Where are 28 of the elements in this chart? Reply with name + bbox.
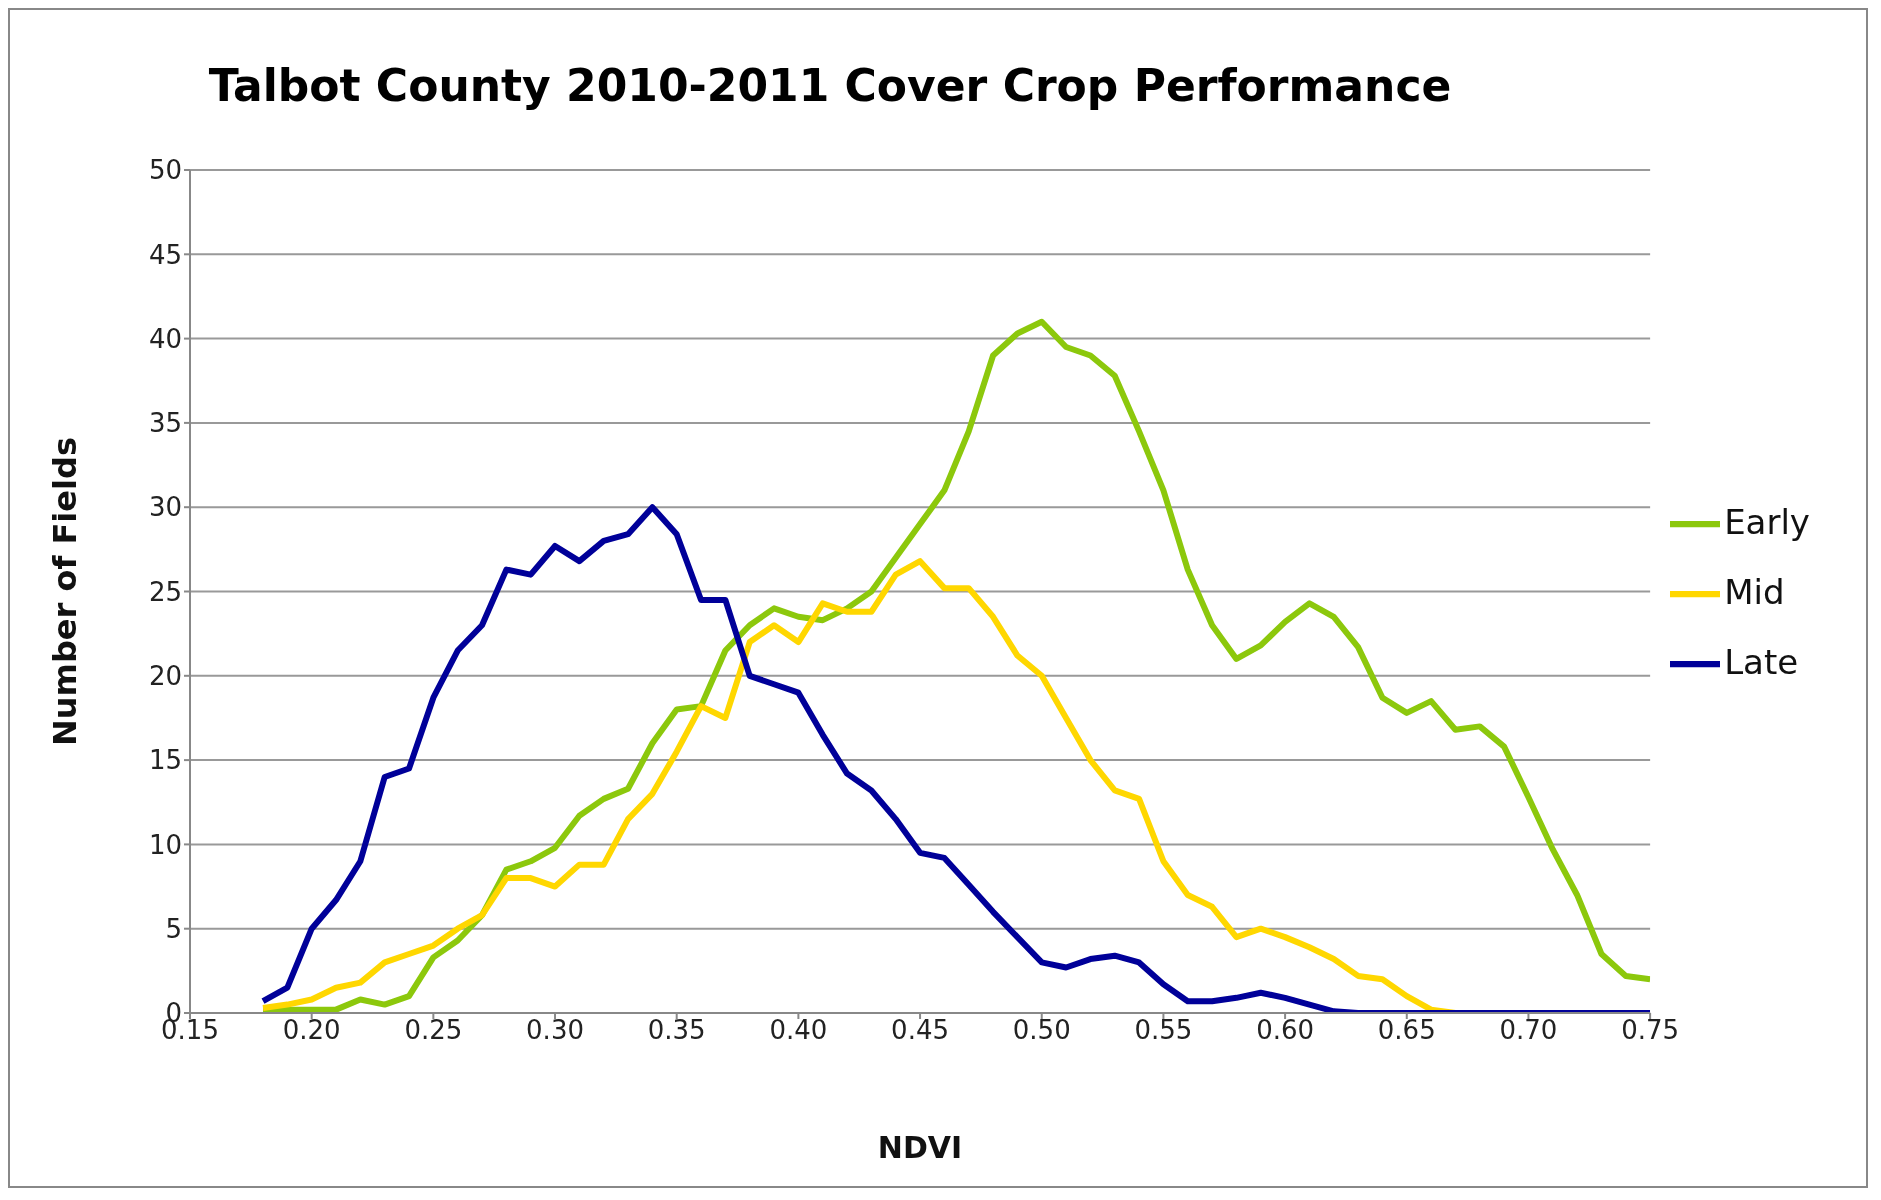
x-axis-title: NDVI (877, 1130, 963, 1165)
legend-label: Mid (1724, 571, 1785, 612)
y-tick-label: 5 (165, 913, 182, 944)
x-tick-label: 0.25 (404, 1015, 463, 1046)
y-tick-label: 20 (148, 661, 182, 692)
x-tick-label: 0.20 (282, 1015, 341, 1046)
y-tick-label: 30 (148, 492, 182, 523)
y-tick-label: 35 (148, 408, 182, 439)
x-tick-label: 0.60 (1256, 1015, 1315, 1046)
x-tick-label: 0.40 (769, 1015, 828, 1046)
x-tick-label: 0.35 (647, 1015, 706, 1046)
y-tick-label: 40 (148, 323, 182, 354)
y-tick-label: 50 (148, 155, 182, 186)
legend-label: Late (1724, 641, 1799, 682)
y-tick-label: 10 (148, 829, 182, 860)
y-tick-label: 25 (148, 576, 182, 607)
x-tick-label: 0.75 (1621, 1015, 1680, 1046)
y-axis-title: Number of Fields (46, 437, 85, 746)
x-tick-label: 0.70 (1499, 1015, 1558, 1046)
x-tick-label: 0.45 (891, 1015, 950, 1046)
chart-title: Talbot County 2010-2011 Cover Crop Performance (207, 60, 1453, 111)
x-tick-label: 0.65 (1377, 1015, 1436, 1046)
x-tick-label: 0.30 (526, 1015, 584, 1046)
y-tick-label: 15 (148, 745, 182, 776)
y-tick-label: 45 (148, 239, 182, 270)
x-tick-label: 0.50 (1012, 1015, 1071, 1046)
x-tick-label: 0.55 (1134, 1015, 1193, 1046)
legend-label: Early (1724, 501, 1810, 542)
